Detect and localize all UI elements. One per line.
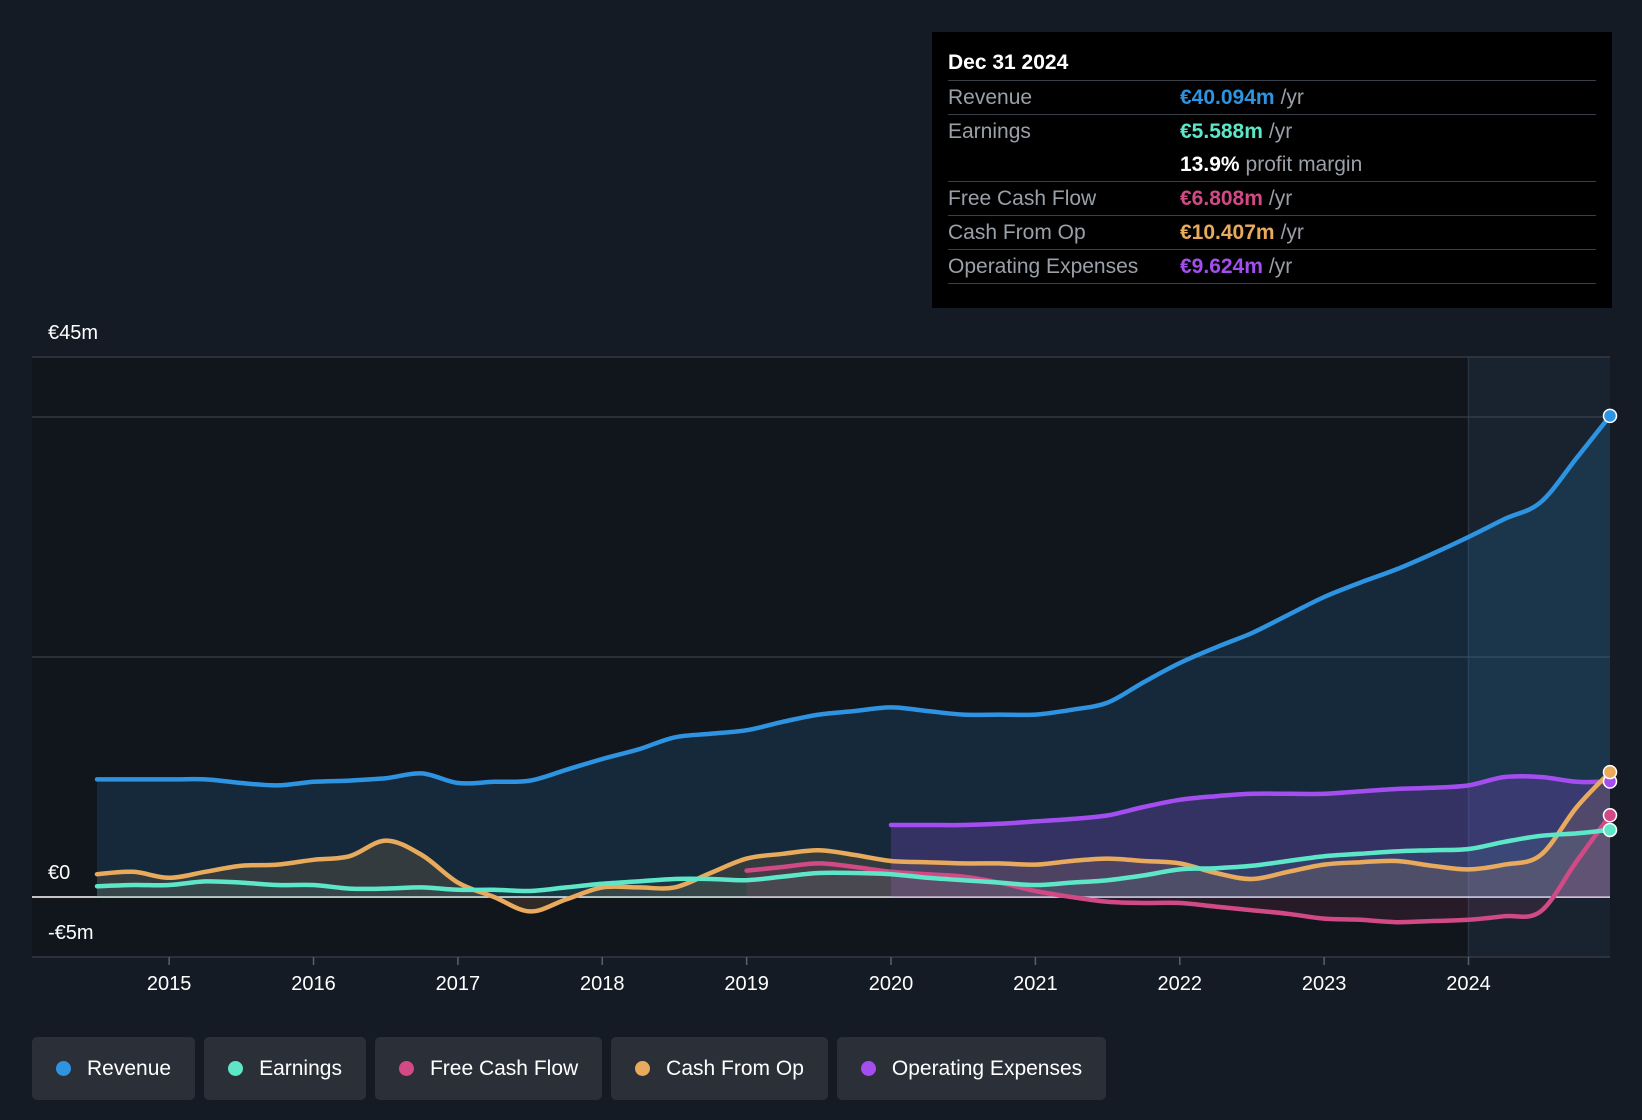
legend-dot-icon xyxy=(228,1061,244,1076)
series-line-earnings xyxy=(94,827,1613,894)
series-line-cash-from-op xyxy=(94,769,1613,914)
legend-dot-icon xyxy=(56,1061,71,1076)
tooltip-row-operating-expenses: Operating Expenses €9.624m /yr xyxy=(948,250,1596,284)
x-tick-label: 2023 xyxy=(1302,973,1347,995)
series-line-operating-expenses xyxy=(888,773,1613,828)
tooltip-value: €5.588m xyxy=(1180,120,1263,143)
x-tick-label: 2021 xyxy=(1013,973,1058,995)
area-earnings xyxy=(97,829,1610,897)
endpoint-earnings xyxy=(1602,822,1618,838)
legend-label: Cash From Op xyxy=(666,1056,804,1080)
legend-dot-icon xyxy=(635,1061,651,1076)
tooltip-panel: Dec 31 2024 Revenue €40.094m /yr Earning… xyxy=(932,32,1612,308)
tooltip-value: 13.9% xyxy=(1180,153,1240,176)
legend-label: Revenue xyxy=(87,1056,172,1080)
area-cash-from-op xyxy=(97,772,1610,912)
x-tick-label: 2024 xyxy=(1446,973,1491,995)
legend-label: Free Cash Flow xyxy=(429,1056,579,1080)
x-tick-label: 2022 xyxy=(1158,973,1203,995)
tooltip-label: Operating Expenses xyxy=(948,255,1139,278)
tooltip-unit: /yr xyxy=(1268,120,1293,143)
legend-label: Operating Expenses xyxy=(891,1056,1083,1080)
legend-item-free-cash-flow[interactable]: Free Cash Flow xyxy=(374,1037,603,1100)
tooltip-value: €9.624m xyxy=(1180,255,1263,278)
tooltip-unit: /yr xyxy=(1268,187,1293,210)
tooltip-label: Earnings xyxy=(948,120,1031,143)
legend-item-revenue[interactable]: Revenue xyxy=(32,1037,196,1100)
tooltip-value: €40.094m xyxy=(1180,86,1275,109)
tooltip-row-earnings: Earnings €5.588m /yr xyxy=(948,115,1596,148)
area-revenue xyxy=(97,415,1610,897)
tooltip-value: €6.808m xyxy=(1180,187,1263,210)
tooltip-unit: /yr xyxy=(1268,255,1293,278)
tooltip-label xyxy=(948,148,1180,181)
tooltip-row-revenue: Revenue €40.094m /yr xyxy=(948,81,1596,115)
y-tick-label: €45m xyxy=(48,322,98,344)
tooltip-row-profit-margin: 13.9% profit margin xyxy=(948,148,1596,182)
tooltip-label: Revenue xyxy=(948,86,1033,109)
series-line-revenue xyxy=(94,413,1613,788)
legend-item-cash-from-op[interactable]: Cash From Op xyxy=(611,1037,828,1100)
endpoint-free-cash-flow xyxy=(1602,808,1618,823)
x-tick-label: 2017 xyxy=(436,973,481,995)
x-tick-label: 2019 xyxy=(724,973,769,995)
tooltip-value: €10.407m xyxy=(1180,221,1275,244)
legend-item-earnings[interactable]: Earnings xyxy=(204,1037,366,1100)
tooltip-unit: /yr xyxy=(1280,86,1304,109)
legend-dot-icon xyxy=(398,1061,414,1076)
legend-dot-icon xyxy=(860,1061,876,1076)
legend: Revenue Earnings Free Cash Flow Cash Fro… xyxy=(32,1037,1115,1100)
legend-item-operating-expenses[interactable]: Operating Expenses xyxy=(836,1037,1107,1100)
legend-label: Earnings xyxy=(259,1056,342,1080)
x-tick-label: 2018 xyxy=(580,973,625,995)
x-tick-label: 2015 xyxy=(147,973,192,995)
tooltip-unit: /yr xyxy=(1280,221,1304,244)
x-tick-label: 2016 xyxy=(291,973,336,995)
tooltip-row-cash-from-op: Cash From Op €10.407m /yr xyxy=(948,216,1596,250)
area-free-cash-flow xyxy=(746,815,1610,923)
endpoint-revenue xyxy=(1602,408,1618,424)
y-tick-label: -€5m xyxy=(48,922,94,944)
endpoint-cash-from-op xyxy=(1602,764,1618,780)
tooltip-date: Dec 31 2024 xyxy=(948,46,1596,81)
y-tick-label: €0 xyxy=(48,862,70,884)
x-tick-label: 2020 xyxy=(869,973,914,995)
tooltip-row-free-cash-flow: Free Cash Flow €6.808m /yr xyxy=(948,182,1596,216)
tooltip-label: Free Cash Flow xyxy=(948,187,1097,210)
series-line-free-cash-flow xyxy=(744,813,1613,925)
tooltip-label: Cash From Op xyxy=(948,221,1086,244)
tooltip-unit: profit margin xyxy=(1245,153,1363,176)
